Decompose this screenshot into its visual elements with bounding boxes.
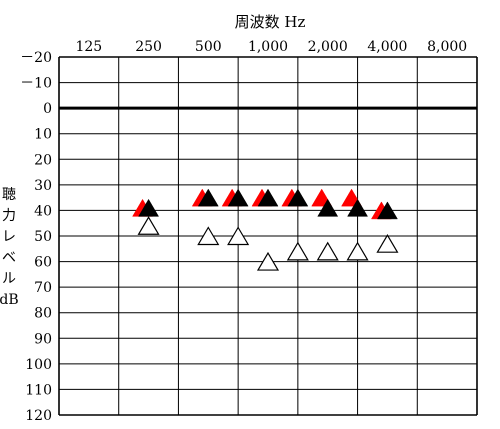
y-label-char: dB: [0, 292, 19, 308]
black-triangle-marker: [197, 188, 219, 207]
y-tick-label: 90: [34, 331, 52, 347]
y-tick-label: 50: [34, 229, 52, 245]
y-tick-label: 110: [25, 382, 52, 398]
open-triangle-marker: [256, 251, 280, 271]
y-label-char: レ: [2, 229, 16, 245]
chart-title: 周波数 Hz: [235, 13, 306, 31]
black-triangle-marker: [317, 198, 339, 217]
y-tick-label: －20: [20, 50, 52, 66]
x-tick-label: 1,000: [248, 39, 288, 55]
data-markers: [132, 188, 399, 271]
x-tick-label: 250: [135, 39, 162, 55]
open-triangle-marker: [227, 226, 250, 246]
y-axis-ticks: －20 －10 0 10 20 30 40 50 60 70 80 90 100 110 120: [20, 50, 52, 424]
y-tick-label: 30: [34, 178, 52, 194]
y-tick-label: 120: [25, 408, 52, 424]
y-tick-label: 80: [34, 306, 52, 322]
black-triangle-marker: [376, 201, 398, 220]
open-triangle-marker: [346, 241, 369, 261]
x-tick-label: 8,000: [427, 39, 467, 55]
y-tick-label: 20: [34, 152, 52, 168]
open-triangle-marker: [197, 226, 220, 246]
black-triangle-marker: [287, 188, 309, 207]
x-tick-label: 500: [195, 39, 222, 55]
x-tick-label: 125: [75, 39, 102, 55]
y-label-char: ル: [2, 271, 16, 287]
y-tick-label: 60: [34, 255, 52, 271]
y-tick-label: 100: [25, 357, 52, 373]
y-tick-label: 10: [34, 127, 52, 143]
open-triangle-marker: [376, 233, 399, 253]
y-tick-label: 0: [43, 101, 52, 117]
grid: [58, 56, 478, 416]
y-label-char: 聴: [2, 187, 16, 203]
x-tick-label: 4,000: [367, 39, 407, 55]
black-triangle-marker: [227, 188, 249, 207]
x-tick-label: 2,000: [308, 39, 348, 55]
y-label-char: 力: [2, 208, 16, 224]
open-triangle-marker: [316, 241, 339, 261]
open-triangle-marker: [137, 216, 160, 235]
y-tick-label: 40: [34, 203, 52, 219]
black-triangle-marker: [347, 198, 368, 217]
x-axis-ticks: 125 250 500 1,000 2,000 4,000 8,000: [75, 39, 467, 55]
black-triangle-marker: [257, 188, 279, 207]
y-label-char: ベ: [2, 250, 16, 266]
y-tick-label: 70: [34, 280, 52, 296]
open-triangle-marker: [286, 241, 309, 261]
y-tick-label: －10: [20, 76, 52, 92]
